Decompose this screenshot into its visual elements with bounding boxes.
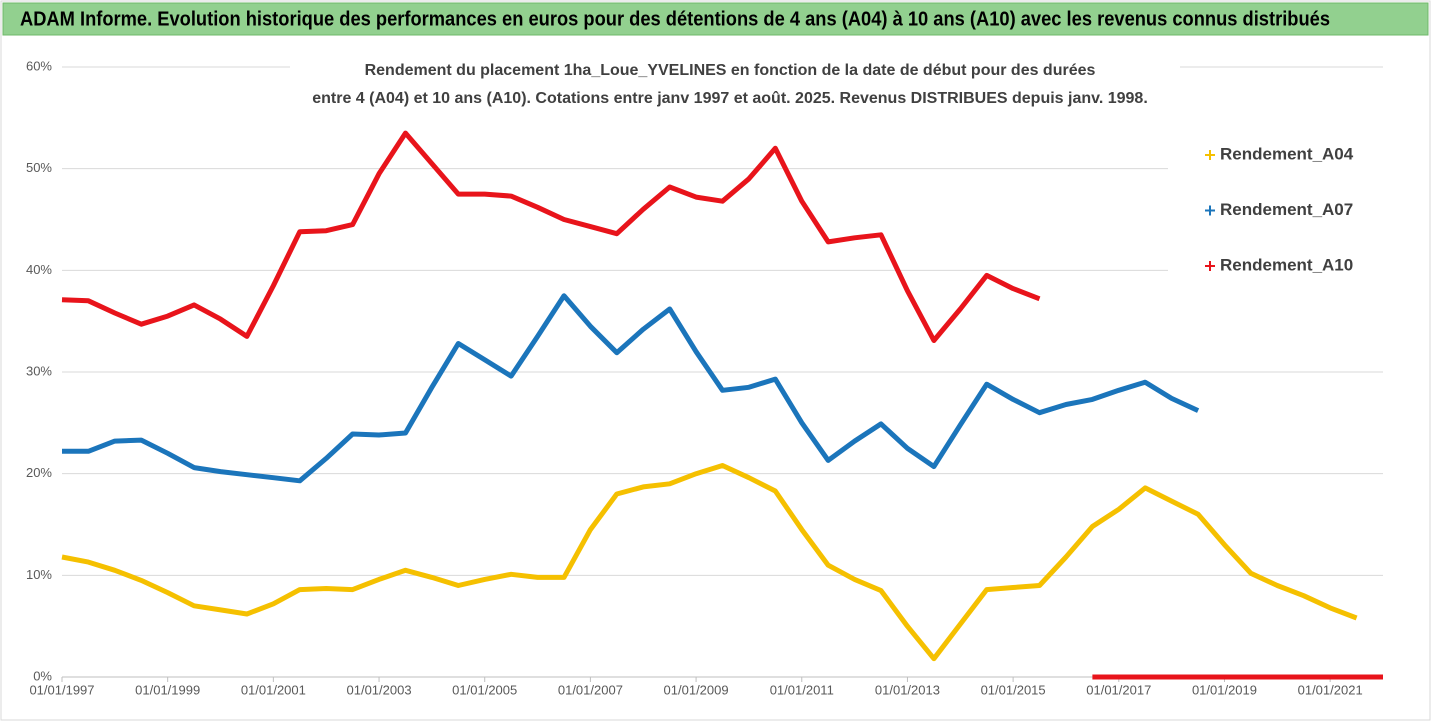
- chart-title: ADAM Informe. Evolution historique des p…: [20, 8, 1330, 30]
- y-tick-label: 10%: [26, 567, 52, 582]
- x-tick-label: 01/01/2021: [1298, 682, 1363, 697]
- legend-marker: [1205, 205, 1215, 216]
- x-tick-label: 01/01/2019: [1192, 682, 1257, 697]
- y-tick-label: 50%: [26, 160, 52, 175]
- y-tick-label: 60%: [26, 58, 52, 73]
- legend-label: Rendement_A04: [1220, 144, 1354, 163]
- series-line: [62, 293, 1200, 484]
- x-tick-label: 01/01/1997: [29, 682, 94, 697]
- x-tick-label: 01/01/2015: [981, 682, 1046, 697]
- series-line: [61, 463, 1358, 662]
- x-tick-label: 01/01/2001: [241, 682, 306, 697]
- subtitle-box: [290, 52, 1180, 114]
- title-bar: [2, 2, 1429, 36]
- x-tick-label: 01/01/2017: [1086, 682, 1151, 697]
- legend-marker: [1205, 261, 1215, 271]
- x-tick-label: 01/01/2007: [558, 682, 623, 697]
- subtitle: entre 4 (A04) et 10 ans (A10). Cotations…: [312, 90, 1148, 107]
- legend-label: Rendement_A07: [1220, 200, 1353, 219]
- y-tick-label: 20%: [26, 465, 52, 480]
- legend-marker: [1205, 150, 1215, 160]
- x-tick-label: 01/01/2009: [664, 682, 729, 697]
- subtitle: Rendement du placement 1ha_Loue_YVELINES…: [365, 62, 1096, 79]
- y-tick-label: 0%: [33, 668, 52, 683]
- y-tick-label: 40%: [26, 262, 52, 277]
- x-tick-label: 01/01/2013: [875, 682, 940, 697]
- y-tick-label: 30%: [26, 363, 52, 378]
- legend-box: [1168, 125, 1398, 290]
- legend-label: Rendement_A10: [1220, 255, 1353, 274]
- legend: Rendement_A04 Rendement_A07 Rendement_A10: [1168, 125, 1398, 290]
- x-tick-label: 01/01/2011: [770, 682, 834, 697]
- x-tick-label: 01/01/2003: [347, 682, 412, 697]
- x-tick-label: 01/01/2005: [452, 682, 517, 697]
- x-tick-label: 01/01/1999: [135, 682, 200, 697]
- series-line: [61, 130, 1383, 680]
